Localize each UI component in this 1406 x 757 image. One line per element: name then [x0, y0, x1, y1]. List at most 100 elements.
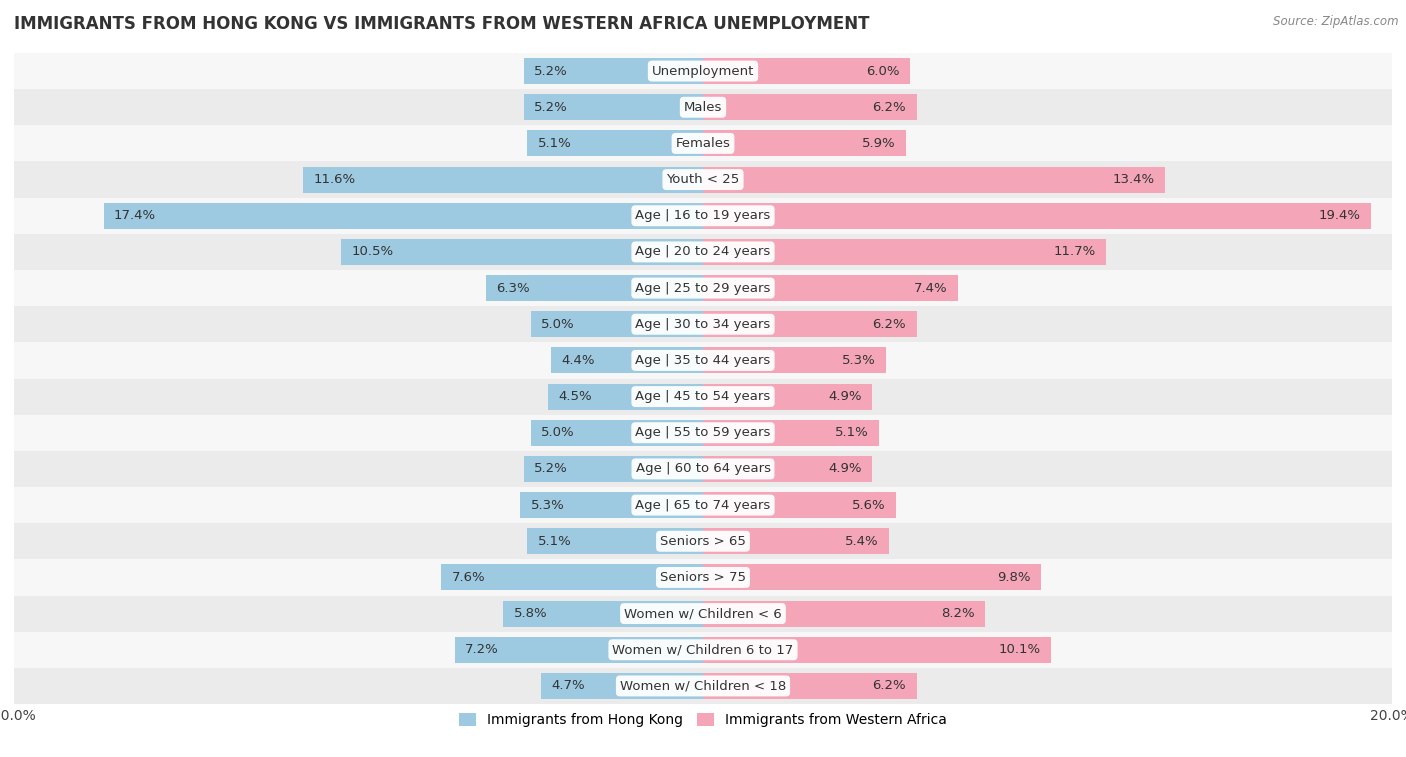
Bar	[486, 275, 703, 301]
Bar	[703, 528, 889, 554]
Bar	[703, 456, 872, 482]
Text: 4.9%: 4.9%	[828, 463, 862, 475]
Text: 19.4%: 19.4%	[1319, 209, 1361, 223]
Text: Seniors > 75: Seniors > 75	[659, 571, 747, 584]
Bar	[14, 487, 1392, 523]
Bar	[14, 631, 1392, 668]
Text: Males: Males	[683, 101, 723, 114]
Text: 10.1%: 10.1%	[998, 643, 1040, 656]
Bar	[703, 275, 957, 301]
Bar	[703, 347, 886, 373]
Text: 4.4%: 4.4%	[562, 354, 595, 367]
Bar	[541, 673, 703, 699]
Bar	[548, 384, 703, 410]
Bar	[703, 492, 896, 518]
Bar	[14, 270, 1392, 306]
Text: Women w/ Children 6 to 17: Women w/ Children 6 to 17	[613, 643, 793, 656]
Text: Unemployment: Unemployment	[652, 64, 754, 77]
Bar	[703, 565, 1040, 590]
Bar	[703, 58, 910, 84]
Text: 5.0%: 5.0%	[541, 426, 575, 439]
Text: Females: Females	[675, 137, 731, 150]
Bar	[527, 130, 703, 157]
Bar	[14, 126, 1392, 161]
Text: 4.5%: 4.5%	[558, 390, 592, 403]
Bar	[703, 239, 1107, 265]
Bar	[14, 415, 1392, 451]
Bar	[520, 492, 703, 518]
Bar	[14, 198, 1392, 234]
Bar	[14, 378, 1392, 415]
Bar	[14, 596, 1392, 631]
Bar	[14, 234, 1392, 270]
Text: 5.9%: 5.9%	[862, 137, 896, 150]
Text: 5.0%: 5.0%	[541, 318, 575, 331]
Text: 5.4%: 5.4%	[845, 534, 879, 548]
Text: 6.2%: 6.2%	[873, 101, 907, 114]
Text: Age | 30 to 34 years: Age | 30 to 34 years	[636, 318, 770, 331]
Text: Age | 45 to 54 years: Age | 45 to 54 years	[636, 390, 770, 403]
Text: Age | 20 to 24 years: Age | 20 to 24 years	[636, 245, 770, 258]
Bar	[304, 167, 703, 192]
Text: Age | 35 to 44 years: Age | 35 to 44 years	[636, 354, 770, 367]
Bar	[14, 161, 1392, 198]
Text: Women w/ Children < 18: Women w/ Children < 18	[620, 680, 786, 693]
Text: 17.4%: 17.4%	[114, 209, 156, 223]
Legend: Immigrants from Hong Kong, Immigrants from Western Africa: Immigrants from Hong Kong, Immigrants fr…	[454, 708, 952, 733]
Text: 7.6%: 7.6%	[451, 571, 485, 584]
Text: Age | 16 to 19 years: Age | 16 to 19 years	[636, 209, 770, 223]
Text: 5.6%: 5.6%	[852, 499, 886, 512]
Bar	[14, 306, 1392, 342]
Text: Age | 65 to 74 years: Age | 65 to 74 years	[636, 499, 770, 512]
Text: 5.1%: 5.1%	[537, 534, 571, 548]
Bar	[703, 130, 907, 157]
Bar	[703, 384, 872, 410]
Bar	[703, 673, 917, 699]
Bar	[524, 58, 703, 84]
Bar	[14, 89, 1392, 126]
Text: 5.2%: 5.2%	[534, 101, 568, 114]
Bar	[551, 347, 703, 373]
Bar	[531, 311, 703, 338]
Text: Women w/ Children < 6: Women w/ Children < 6	[624, 607, 782, 620]
Text: Age | 25 to 29 years: Age | 25 to 29 years	[636, 282, 770, 294]
Bar	[524, 94, 703, 120]
Bar	[531, 419, 703, 446]
Text: 6.0%: 6.0%	[866, 64, 900, 77]
Bar	[703, 419, 879, 446]
Text: 5.1%: 5.1%	[537, 137, 571, 150]
Bar	[703, 311, 917, 338]
Text: 5.8%: 5.8%	[513, 607, 547, 620]
Text: 5.1%: 5.1%	[835, 426, 869, 439]
Text: Youth < 25: Youth < 25	[666, 173, 740, 186]
Bar	[14, 53, 1392, 89]
Text: 11.6%: 11.6%	[314, 173, 356, 186]
Bar	[456, 637, 703, 663]
Text: 8.2%: 8.2%	[942, 607, 976, 620]
Text: 6.2%: 6.2%	[873, 680, 907, 693]
Bar	[703, 167, 1164, 192]
Bar	[527, 528, 703, 554]
Text: Seniors > 65: Seniors > 65	[659, 534, 747, 548]
Text: 4.9%: 4.9%	[828, 390, 862, 403]
Text: Age | 60 to 64 years: Age | 60 to 64 years	[636, 463, 770, 475]
Bar	[441, 565, 703, 590]
Text: Source: ZipAtlas.com: Source: ZipAtlas.com	[1274, 15, 1399, 28]
Bar	[703, 637, 1050, 663]
Text: 7.4%: 7.4%	[914, 282, 948, 294]
Text: 11.7%: 11.7%	[1053, 245, 1095, 258]
Text: 6.2%: 6.2%	[873, 318, 907, 331]
Text: 10.5%: 10.5%	[352, 245, 394, 258]
Bar	[14, 451, 1392, 487]
Bar	[703, 94, 917, 120]
Text: 5.2%: 5.2%	[534, 64, 568, 77]
Bar	[104, 203, 703, 229]
Bar	[14, 523, 1392, 559]
Bar	[524, 456, 703, 482]
Bar	[342, 239, 703, 265]
Text: 5.2%: 5.2%	[534, 463, 568, 475]
Bar	[703, 203, 1371, 229]
Bar	[14, 668, 1392, 704]
Bar	[503, 600, 703, 627]
Text: 6.3%: 6.3%	[496, 282, 530, 294]
